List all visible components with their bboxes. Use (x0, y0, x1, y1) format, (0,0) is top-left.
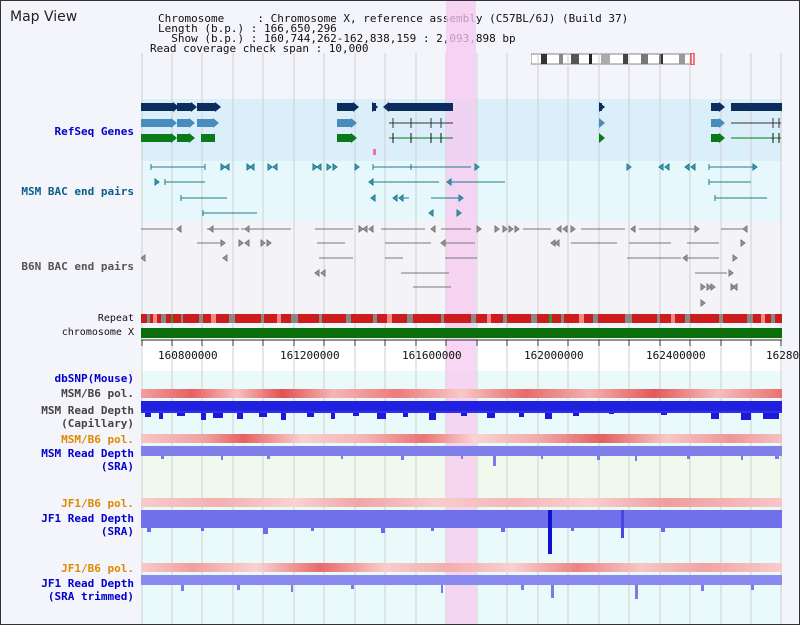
repeat-track (141, 314, 782, 323)
track-label-msm-depth-capillary: MSM Read Depth (41, 404, 134, 417)
track-label-msm-depth-sra-sub: (SRA) (100, 460, 134, 473)
track-label-jf1-b6-pol-2: JF1/B6 pol. (61, 562, 134, 575)
axis-tick-label: 161600000 (402, 349, 462, 362)
track-label-refseq[interactable]: RefSeq Genes (54, 125, 134, 138)
chromosome-bar (141, 328, 782, 338)
axis-tick-label: 160800000 (158, 349, 218, 362)
axis-tick-label: 16280 (766, 349, 800, 362)
axis-tick-label: 162000000 (524, 349, 584, 362)
header-length: Length (b.p.) : 166,650,296 (158, 22, 337, 35)
b6n-bac-track[interactable] (141, 221, 782, 313)
track-label-msm-b6-pol-1: MSM/B6 pol. (61, 387, 134, 400)
msm-bac-track[interactable] (141, 161, 782, 221)
jf1-b6-pol-trimmed-strip (141, 563, 782, 572)
jf1-read-depth-trimmed-track (141, 575, 782, 599)
msm-b6-pol-strip (141, 389, 782, 398)
axis-tick-label: 162400000 (646, 349, 706, 362)
page-title: Map View (10, 9, 78, 25)
track-label-jf1-b6-pol-1: JF1/B6 pol. (61, 497, 134, 510)
jf1-read-depth-sra-track (141, 510, 782, 554)
track-label-msm-depth-capillary-sub: (Capillary) (61, 417, 134, 430)
track-label-chromosome: chromosome X (61, 327, 134, 338)
refseq-genes-track[interactable] (141, 99, 782, 161)
msm-read-depth-capillary-track (141, 401, 782, 420)
header-coverage-span: Read coverage check span : 10,000 (150, 42, 369, 55)
track-label-jf1-depth-trimmed: JF1 Read Depth (41, 577, 134, 590)
position-axis (141, 339, 782, 346)
msm-read-depth-sra-track (141, 446, 782, 466)
track-label-b6n-bac[interactable]: B6N BAC end pairs (21, 260, 134, 273)
chromosome-ideogram[interactable] (531, 53, 701, 65)
track-label-jf1-depth-trimmed-sub: (SRA trimmed) (47, 590, 134, 603)
track-label-dbsnp[interactable]: dbSNP(Mouse) (54, 372, 134, 385)
axis-tick-label: 161200000 (280, 349, 340, 362)
jf1-b6-pol-strip (141, 498, 782, 507)
msm-b6-pol-sra-strip (141, 434, 782, 443)
track-label-repeat: Repeat (97, 313, 134, 324)
track-label-msm-b6-pol-2: MSM/B6 pol. (61, 433, 134, 446)
track-label-jf1-depth-sra: JF1 Read Depth (41, 512, 134, 525)
track-label-msm-bac[interactable]: MSM BAC end pairs (21, 185, 134, 198)
track-label-msm-depth-sra: MSM Read Depth (41, 447, 134, 460)
track-label-jf1-depth-sra-sub: (SRA) (100, 525, 134, 538)
